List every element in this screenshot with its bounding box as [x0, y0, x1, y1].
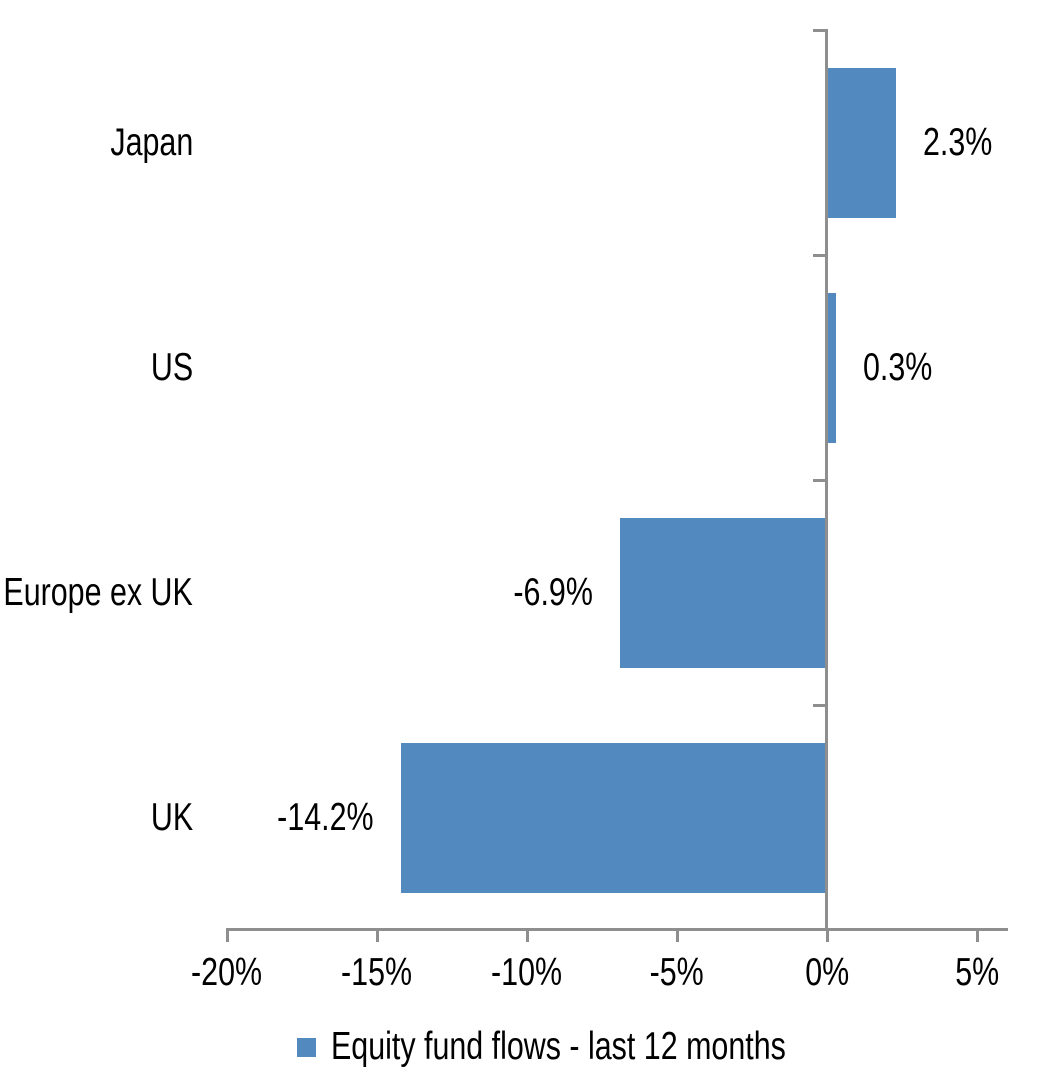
bar	[620, 517, 827, 668]
category-label: US	[150, 345, 193, 389]
x-tick-label: -10%	[491, 951, 563, 994]
x-tick-label: -20%	[191, 951, 263, 994]
x-tick	[375, 928, 379, 942]
x-tick	[975, 928, 979, 942]
category-label: Europe ex UK	[3, 570, 193, 614]
bar	[827, 67, 896, 218]
x-tick-label: -5%	[649, 951, 705, 994]
bar-value-label: 2.3%	[923, 120, 993, 164]
x-tick-label: -15%	[341, 951, 413, 994]
category-tick	[813, 253, 827, 257]
x-tick	[525, 928, 529, 942]
category-tick	[813, 703, 827, 707]
value-axis-line	[227, 928, 1008, 931]
bar	[401, 742, 827, 893]
x-tick	[825, 928, 829, 942]
bar	[827, 292, 836, 443]
legend-label: Equity fund flows - last 12 months	[331, 1025, 786, 1068]
bar-value-label: 0.3%	[863, 345, 933, 389]
x-tick-label: 5%	[955, 951, 999, 994]
x-tick	[225, 928, 229, 942]
bar-value-label: -6.9%	[513, 570, 593, 614]
category-label: Japan	[110, 120, 193, 164]
category-label: UK	[150, 795, 193, 839]
x-tick	[675, 928, 679, 942]
legend-swatch-icon	[297, 1037, 316, 1057]
bar-value-label: -14.2%	[277, 795, 374, 839]
x-tick-label: 0%	[805, 951, 849, 994]
legend: Equity fund flows - last 12 months	[297, 1025, 914, 1068]
category-tick	[813, 478, 827, 482]
category-tick	[813, 28, 827, 32]
